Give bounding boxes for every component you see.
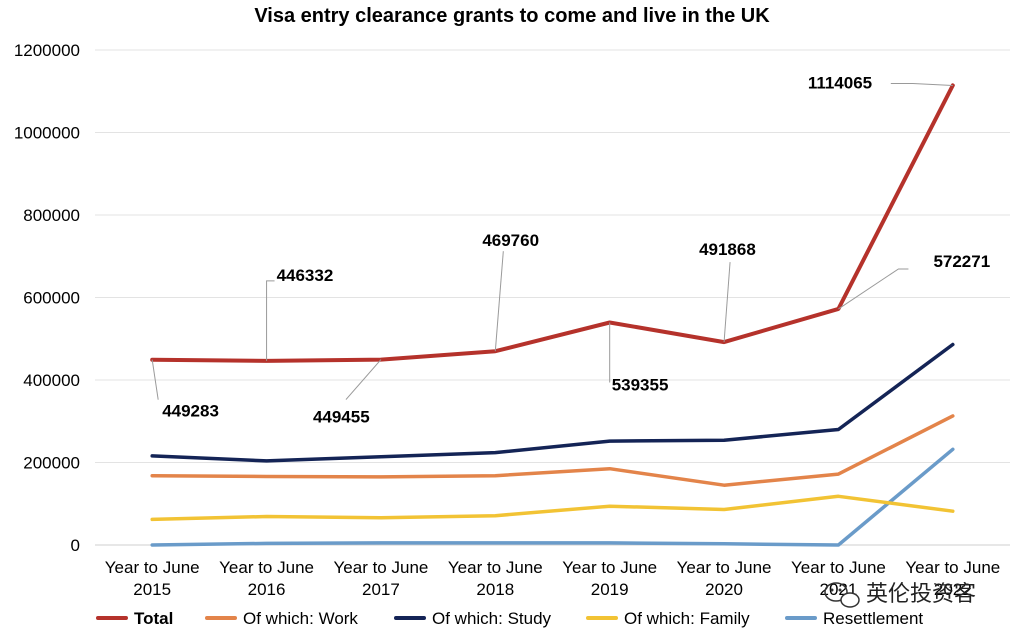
data-label: 449283 [162,402,219,421]
legend-label: Of which: Family [624,609,750,628]
watermark-text: 英伦投资客 [866,582,976,607]
leader-line [890,82,953,86]
y-tick-label: 0 [71,536,80,555]
y-tick-label: 800000 [23,206,80,225]
x-tick-label: Year to June [334,558,429,577]
x-tick-label: 2015 [133,580,171,599]
y-tick-label: 1000000 [14,124,80,143]
x-tick-label: Year to June [677,558,772,577]
x-axis-ticks: Year to June 2015 Year to June 2016 Year to … [105,558,1000,599]
data-label: 469760 [482,231,539,250]
leader-line [494,251,504,352]
y-tick-label: 600000 [23,289,80,308]
leader-line [151,359,159,400]
legend: Total Of which: Work Of which: Study Of whi… [96,609,923,628]
x-tick-label: Year to June [905,558,1000,577]
leader-line [345,359,382,400]
x-tick-label: 2022 [934,580,972,599]
data-label: 572271 [933,252,990,271]
y-axis-ticks: 0 200000 400000 600000 800000 1000000 1200000 [14,41,80,555]
data-label-leaders [151,82,953,400]
x-tick-label: Year to June [448,558,543,577]
series-line-of-which-work [150,414,955,487]
wechat-icon [824,582,860,608]
legend-label: Total [134,609,173,628]
series-line-of-which-family [150,494,955,522]
series-line-total [150,83,955,363]
legend-label: Resettlement [823,609,923,628]
leader-line [723,262,731,343]
legend-label: Of which: Study [432,609,552,628]
watermark: 英伦投资客 [824,582,976,608]
x-tick-label: 2016 [248,580,286,599]
y-tick-label: 1200000 [14,41,80,60]
data-labels: 449283 446332 449455 469760 539355 491868 5722… [162,73,990,426]
x-tick-label: 2017 [362,580,400,599]
data-label: 539355 [612,376,669,395]
data-label: 491868 [699,240,756,259]
series-line-of-which-study [150,342,955,463]
series-line-resettlement [150,447,955,547]
x-tick-label: Year to June [562,558,657,577]
legend-label: Of which: Work [243,609,358,628]
leader-line [838,268,909,310]
x-tick-label: 2018 [476,580,514,599]
gridlines [95,49,1010,546]
data-label: 449455 [313,408,370,427]
x-tick-label: Year to June [791,558,886,577]
x-tick-label: 2019 [591,580,629,599]
series-lines [150,83,955,547]
y-tick-label: 200000 [23,454,80,473]
chart-title: Visa entry clearance grants to come and … [254,5,770,27]
leader-line [266,280,275,361]
x-tick-label: Year to June [219,558,314,577]
data-label: 1114065 [808,73,872,92]
x-tick-label: Year to June [105,558,200,577]
y-tick-label: 400000 [23,371,80,390]
data-label: 446332 [277,266,334,285]
x-tick-label: 2020 [705,580,743,599]
